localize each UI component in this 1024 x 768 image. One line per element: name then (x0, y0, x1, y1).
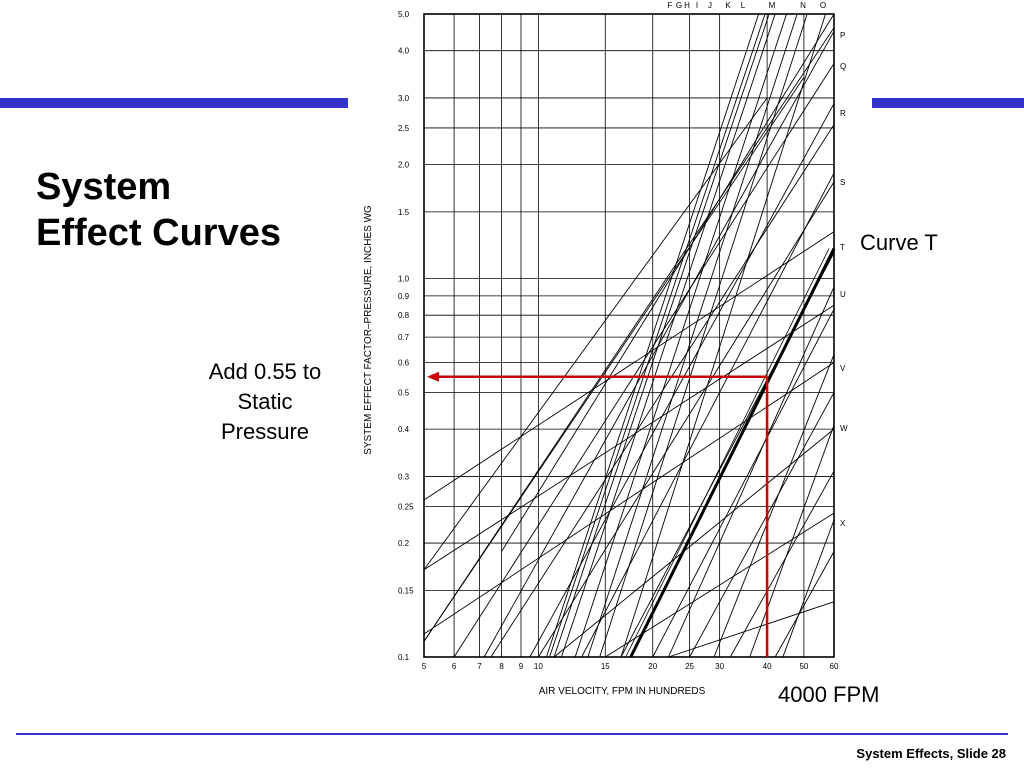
callout-velocity-label: 4000 FPM (778, 682, 880, 707)
y-tick-label: 0.8 (398, 311, 410, 320)
x-tick-label: 60 (830, 662, 839, 671)
y-axis-title: SYSTEM EFFECT FACTOR–PRESSURE, INCHES WG (363, 205, 374, 455)
chart-tick-labels: 5 6 7 8 9 10 15 20 25 30 40 50 60 0.1 0.15 0.2 0.25 0.3 0.… (398, 1, 848, 671)
system-effect-curve (620, 13, 826, 658)
pressure-marker-arrowhead (427, 371, 439, 382)
y-tick-label: 0.25 (398, 502, 414, 511)
system-effect-curve (587, 13, 798, 658)
y-tick-label: 0.4 (398, 425, 410, 434)
system-effect-curve (782, 519, 835, 658)
callout-curve-label: Curve T (860, 230, 938, 255)
curve-letter-label: O (820, 1, 826, 10)
chart-grid (423, 13, 835, 658)
x-tick-label: 6 (452, 662, 457, 671)
x-tick-label: 20 (648, 662, 657, 671)
header-accent-bar-left (0, 98, 348, 108)
system-effect-curve (490, 124, 835, 658)
y-tick-label: 5.0 (398, 10, 410, 19)
x-tick-label: 7 (477, 662, 482, 671)
reference-curve-line (423, 231, 835, 501)
system-effect-curve (537, 181, 835, 658)
reference-curve-line (553, 428, 835, 658)
system-effect-curve (668, 286, 835, 658)
curve-letter-label: N (800, 1, 806, 10)
x-tick-label: 50 (799, 662, 808, 671)
y-tick-label: 2.0 (398, 161, 410, 170)
x-tick-label: 8 (499, 662, 504, 671)
y-tick-label: 0.5 (398, 388, 410, 397)
curve-letter-label: F (668, 1, 673, 10)
system-effect-curve (453, 63, 835, 658)
curve-letter-label: Q (840, 62, 846, 71)
chart-curves (423, 13, 836, 658)
x-tick-label: 40 (763, 662, 772, 671)
curve-letter-label: U (840, 290, 846, 299)
system-effect-curve (749, 424, 835, 658)
reference-curve-line (423, 304, 835, 571)
curve-letter-label: R (840, 109, 846, 118)
curve-letter-label: V (840, 364, 846, 373)
system-effect-curve (423, 97, 768, 571)
reference-curve-line (501, 13, 835, 552)
y-tick-label: 2.5 (398, 124, 410, 133)
reference-curve-line (423, 362, 835, 635)
curve-letter-label: P (840, 31, 845, 40)
x-tick-label: 10 (534, 662, 543, 671)
y-tick-label: 0.1 (398, 653, 410, 662)
y-tick-label: 0.9 (398, 292, 410, 301)
curve-letter-label: L (741, 1, 746, 10)
reference-curve-line (774, 551, 835, 658)
y-tick-label: 0.6 (398, 358, 410, 367)
system-effect-curve (423, 27, 835, 642)
callout-pressure-note: Add 0.55 to Static Pressure (208, 359, 322, 444)
reference-curve-line (729, 470, 835, 658)
x-tick-label: 9 (519, 662, 524, 671)
y-tick-label: 0.15 (398, 586, 414, 595)
x-tick-label: 25 (685, 662, 694, 671)
chart-annotations (427, 371, 769, 657)
y-tick-label: 0.7 (398, 333, 410, 342)
x-tick-label: 15 (601, 662, 610, 671)
curve-letter-label: H (684, 1, 690, 10)
curve-letter-label: I (696, 1, 698, 10)
curve-letter-label: K (725, 1, 731, 10)
footer-divider (16, 733, 1008, 735)
y-tick-label: 1.5 (398, 208, 410, 217)
x-tick-label: 5 (422, 662, 427, 671)
x-axis-title: AIR VELOCITY, FPM IN HUNDREDS (539, 686, 706, 697)
curve-letter-label: M (769, 1, 776, 10)
y-tick-label: 1.0 (398, 275, 410, 284)
y-tick-label: 3.0 (398, 94, 410, 103)
reference-curve-line (581, 172, 835, 658)
system-effect-curve (599, 13, 808, 658)
reference-curve-line (689, 392, 835, 658)
system-effect-curve (713, 354, 835, 658)
curve-letter-label: T (840, 243, 845, 252)
reference-curve-line (652, 308, 835, 658)
x-tick-label: 30 (715, 662, 724, 671)
header-accent-bar-right (872, 98, 1024, 108)
y-tick-label: 4.0 (398, 47, 410, 56)
system-effect-curve (560, 13, 776, 658)
system-effect-curve-t-edge (625, 248, 830, 658)
y-tick-label: 0.3 (398, 472, 410, 481)
system-effect-curve-t (629, 247, 836, 658)
y-tick-label: 0.2 (398, 539, 410, 548)
chart-frame (423, 13, 835, 658)
slide-title: System Effect Curves (36, 166, 281, 254)
reference-curve-line (529, 103, 835, 658)
footer-slide-label: System Effects, Slide 28 (856, 746, 1006, 761)
system-effect-curve (574, 13, 787, 658)
curve-letter-label: G (676, 1, 682, 10)
system-effect-curve (545, 13, 760, 658)
system-effect-curve (553, 13, 770, 658)
curve-letter-label: J (708, 1, 712, 10)
system-effect-curve (549, 13, 766, 658)
curve-letter-label: W (840, 424, 848, 433)
reference-curve-line (668, 601, 835, 658)
curve-letter-label: S (840, 178, 845, 187)
curve-letter-label: X (840, 519, 846, 528)
